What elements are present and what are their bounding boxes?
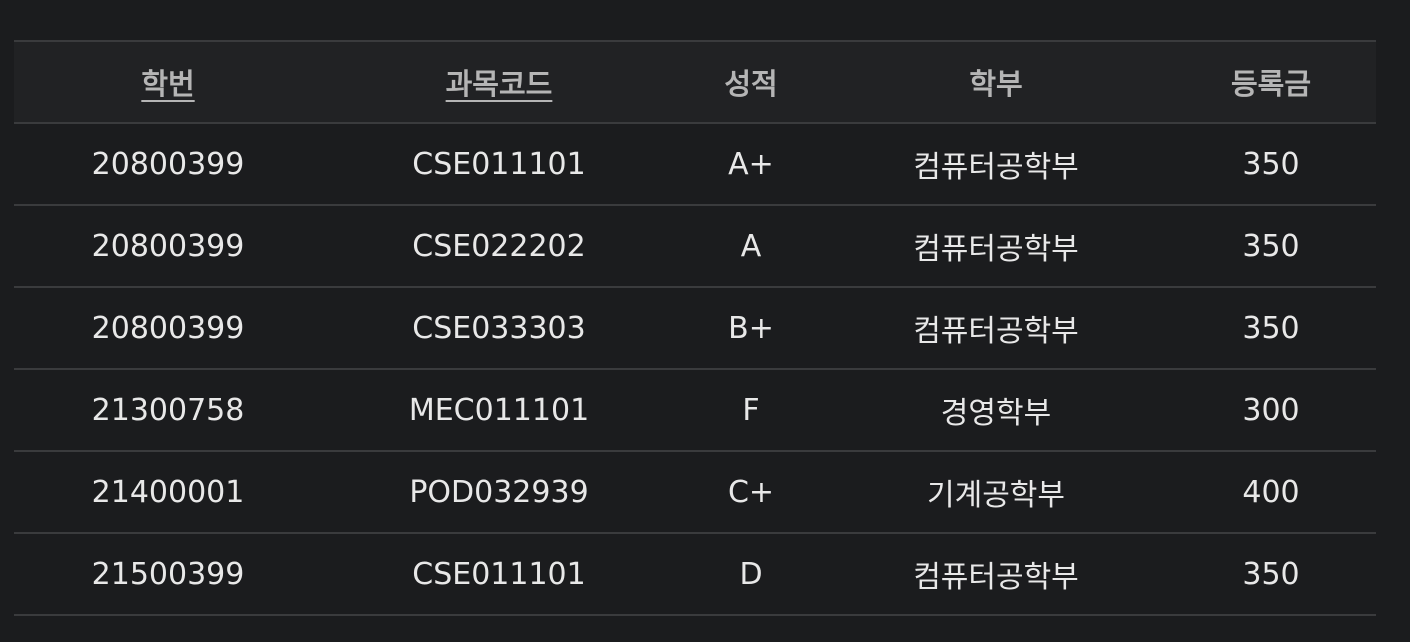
cell-department: 컴퓨터공학부 xyxy=(913,150,1079,185)
cell-department: 경영학부 xyxy=(940,396,1052,431)
cell-tuition: 350 xyxy=(1242,310,1300,346)
table-row: 20800399 CSE011101 A+ 컴퓨터공학부 350 xyxy=(14,123,1376,205)
cell-department: 컴퓨터공학부 xyxy=(913,232,1079,267)
cell-department: 기계공학부 xyxy=(927,478,1065,513)
sort-link-course-code[interactable]: 과목코드 xyxy=(445,67,553,101)
cell-course-code: MEC011101 xyxy=(408,392,590,428)
cell-student-id: 20800399 xyxy=(91,228,245,264)
header-row: 학번 과목코드 성적 학부 등록금 xyxy=(14,41,1376,123)
table-row: 21300758 MEC011101 F 경영학부 300 xyxy=(14,369,1376,451)
grades-table: 학번 과목코드 성적 학부 등록금 20800399 CSE011101 A+ … xyxy=(14,40,1376,616)
cell-course-code: CSE011101 xyxy=(412,556,586,592)
cell-student-id: 21500399 xyxy=(91,556,245,592)
grades-table-container: 학번 과목코드 성적 학부 등록금 20800399 CSE011101 A+ … xyxy=(14,40,1376,616)
cell-grade: C+ xyxy=(727,474,775,510)
table-row: 21400001 POD032939 C+ 기계공학부 400 xyxy=(14,451,1376,533)
cell-course-code: POD032939 xyxy=(409,474,589,510)
cell-tuition: 350 xyxy=(1242,228,1300,264)
cell-tuition: 350 xyxy=(1242,556,1300,592)
cell-tuition: 300 xyxy=(1242,392,1300,428)
cell-course-code: CSE033303 xyxy=(412,310,586,346)
cell-course-code: CSE022202 xyxy=(412,228,586,264)
cell-course-code: CSE011101 xyxy=(412,146,586,182)
cell-student-id: 20800399 xyxy=(91,310,245,346)
table-body: 20800399 CSE011101 A+ 컴퓨터공학부 350 2080039… xyxy=(14,123,1376,615)
table-header: 학번 과목코드 성적 학부 등록금 xyxy=(14,41,1376,123)
cell-grade: F xyxy=(742,392,760,428)
sort-link-student-id[interactable]: 학번 xyxy=(141,67,195,101)
cell-grade: D xyxy=(739,556,763,592)
cell-grade: B+ xyxy=(728,310,774,346)
header-student-id[interactable]: 학번 xyxy=(14,41,322,123)
table-row: 20800399 CSE022202 A 컴퓨터공학부 350 xyxy=(14,205,1376,287)
header-tuition: 등록금 xyxy=(1230,67,1312,101)
cell-grade: A+ xyxy=(728,146,774,182)
header-department: 학부 xyxy=(969,67,1023,101)
cell-tuition: 400 xyxy=(1242,474,1300,510)
header-grade: 성적 xyxy=(724,67,778,101)
table-row: 21500399 CSE011101 D 컴퓨터공학부 350 xyxy=(14,533,1376,615)
header-course-code[interactable]: 과목코드 xyxy=(322,41,676,123)
cell-tuition: 350 xyxy=(1242,146,1300,182)
cell-student-id: 21300758 xyxy=(91,392,245,428)
cell-grade: A xyxy=(740,228,762,264)
table-row: 20800399 CSE033303 B+ 컴퓨터공학부 350 xyxy=(14,287,1376,369)
cell-student-id: 21400001 xyxy=(91,474,245,510)
cell-department: 컴퓨터공학부 xyxy=(913,560,1079,595)
cell-department: 컴퓨터공학부 xyxy=(913,314,1079,349)
cell-student-id: 20800399 xyxy=(91,146,245,182)
